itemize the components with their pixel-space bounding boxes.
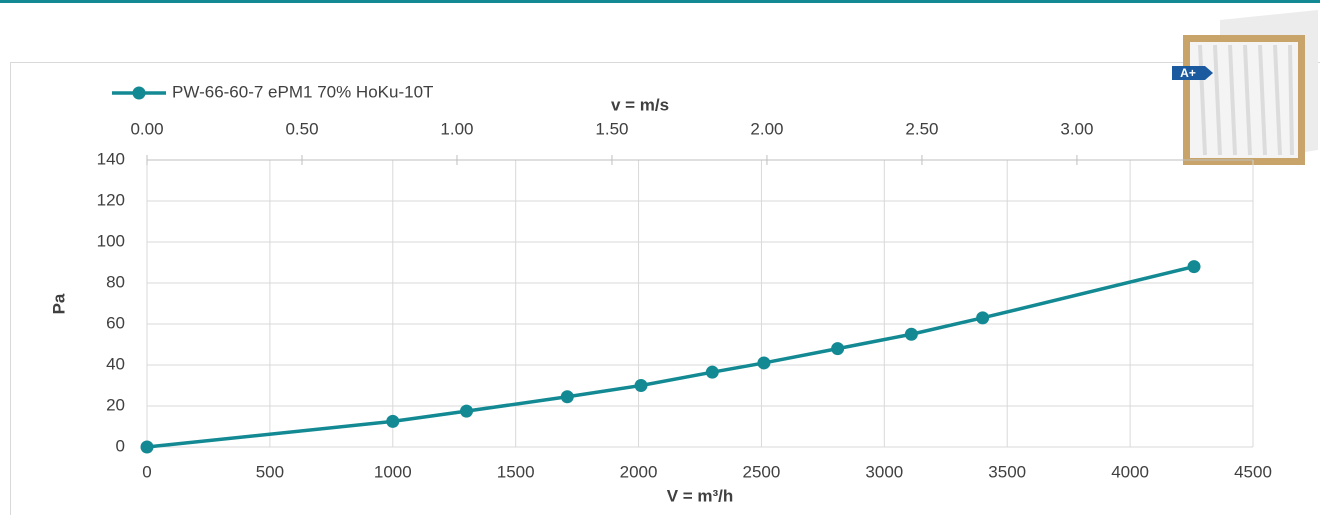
y-tick-label: 140 <box>97 149 125 168</box>
x-tick-label: 500 <box>256 462 284 481</box>
x-tick-label: 3000 <box>865 462 903 481</box>
data-point <box>976 311 990 325</box>
data-point <box>705 365 719 379</box>
filter-image: A+ <box>1172 10 1318 165</box>
x2-tick-label: 2.00 <box>750 119 783 138</box>
data-point <box>560 390 574 404</box>
data-point <box>757 356 771 370</box>
data-point <box>904 327 918 341</box>
x2-tick-label: 3.00 <box>1060 119 1093 138</box>
x2-axis-title: v = m/s <box>611 95 669 114</box>
x-tick-label: 4000 <box>1111 462 1149 481</box>
x2-tick-label: 1.00 <box>440 119 473 138</box>
y-tick-label: 20 <box>106 395 125 414</box>
x-tick-label: 4500 <box>1234 462 1272 481</box>
series-line <box>146 264 1195 449</box>
legend-marker <box>132 86 146 100</box>
data-point <box>386 414 400 428</box>
badge: A+ <box>1180 66 1196 80</box>
y-tick-label: 80 <box>106 272 125 291</box>
y-tick-label: 120 <box>97 190 125 209</box>
data-point <box>140 440 154 454</box>
x-tick-label: 1500 <box>497 462 535 481</box>
x-tick-label: 2500 <box>743 462 781 481</box>
x2-tick-label: 0.00 <box>130 119 163 138</box>
x-tick-label: 3500 <box>988 462 1026 481</box>
y-tick-label: 0 <box>116 436 125 455</box>
data-point <box>831 342 845 356</box>
x-tick-label: 0 <box>142 462 151 481</box>
x2-tick-label: 2.50 <box>905 119 938 138</box>
y-axis-title: Pa <box>49 293 68 314</box>
x2-tick-label: 1.50 <box>595 119 628 138</box>
y-tick-label: 100 <box>97 231 125 250</box>
x-axis-title: V = m³/h <box>667 486 734 505</box>
data-point <box>634 379 648 392</box>
data-point <box>460 404 474 418</box>
y-tick-label: 40 <box>106 354 125 373</box>
data-point <box>1187 260 1201 274</box>
chart-frame <box>10 62 1320 515</box>
x-tick-label: 1000 <box>374 462 412 481</box>
top-bar <box>0 0 1320 3</box>
y-tick-label: 60 <box>106 313 125 332</box>
x-tick-label: 2000 <box>620 462 658 481</box>
legend-label: PW-66-60-7 ePM1 70% HoKu-10T <box>172 82 433 101</box>
x2-tick-label: 0.50 <box>285 119 318 138</box>
